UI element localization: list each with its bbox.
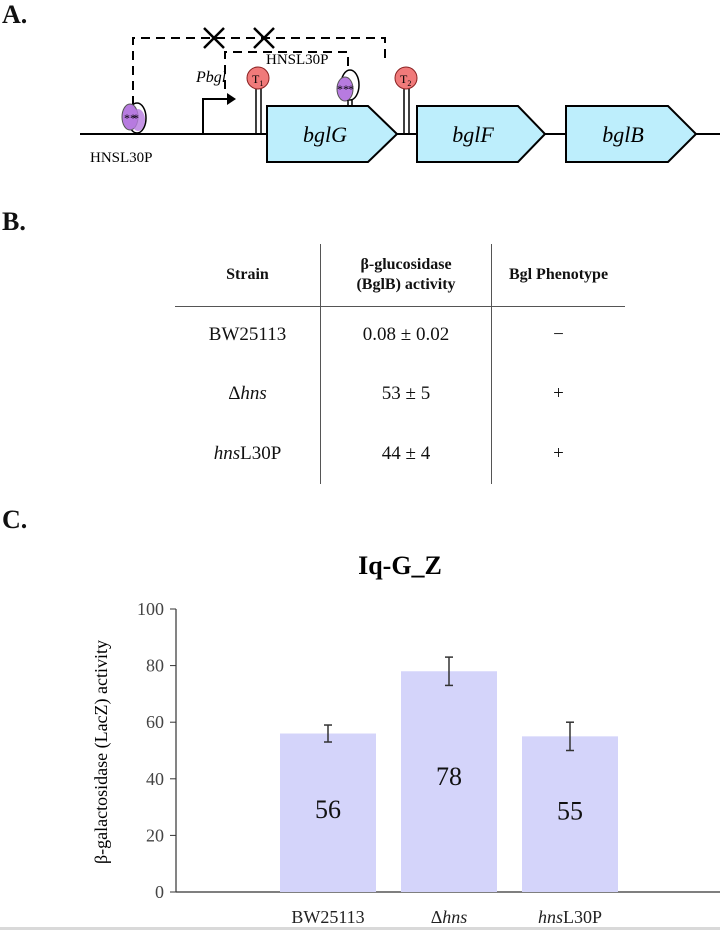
panel-c-label: C.	[2, 505, 28, 534]
repression-dashed-inner	[224, 51, 349, 89]
gene-bglb-arrow	[565, 105, 698, 163]
header-phenotype: Bgl Phenotype	[508, 266, 609, 283]
y-tick-label: 100	[137, 599, 164, 619]
y-tick-label: 60	[146, 712, 164, 732]
strain-italic: hns	[213, 443, 241, 464]
gene-bglb-label: bglB	[602, 122, 644, 147]
table-cell-phenotype: −	[553, 324, 564, 345]
terminator-t2-icon: T2	[394, 66, 418, 134]
gene-bglf-label: bglF	[452, 122, 494, 147]
category-label: BW25113	[291, 907, 364, 925]
strain-suffix: L30P	[240, 443, 282, 464]
block-x-icon	[203, 27, 225, 49]
hns-left-label: HNSL30P	[90, 150, 153, 166]
header-activity-line1: β-glucosidase	[360, 256, 452, 273]
category-label: Δhns	[431, 907, 468, 925]
table-divider	[491, 244, 492, 484]
svg-text:*: *	[133, 111, 139, 125]
strain-italic: hns	[240, 383, 267, 404]
svg-text:T1: T1	[252, 72, 263, 88]
hns-mid-label: HNSL30P	[266, 52, 329, 68]
y-tick-label: 0	[155, 882, 164, 902]
data-label: 78	[436, 762, 462, 791]
table-cell-phenotype: +	[553, 443, 564, 464]
strain-text: Δ	[228, 383, 241, 404]
table-cell-strain: BW25113	[175, 324, 320, 346]
y-tick-label: 40	[146, 769, 164, 789]
table-cell-strain: Δhns	[175, 383, 320, 405]
header-strain: Strain	[226, 266, 269, 283]
table-header-rule	[175, 306, 625, 307]
table-divider	[320, 244, 321, 484]
table-cell-activity: 53 ± 5	[381, 383, 431, 404]
panel-b-label: B.	[2, 207, 26, 236]
header-activity-line2: (BglB) activity	[356, 276, 456, 293]
bgl-operon-diagram: Pbgl ** * HNSL30P T1 ** * HNSL30P T2 bgl…	[80, 27, 720, 166]
lacz-activity-bar-chart: Iq-G_Z β-galactosidase (LacZ) activity 0…	[91, 551, 720, 925]
promoter-label: Pbgl	[195, 69, 227, 86]
svg-text:**: **	[337, 82, 349, 96]
y-tick-label: 80	[146, 656, 164, 676]
bgl-activity-table: Strain β-glucosidase (BglB) activity Bgl…	[175, 244, 625, 484]
svg-text:T2: T2	[400, 72, 411, 88]
bar	[401, 671, 497, 892]
block-x-icon	[253, 27, 275, 49]
category-label: hnsL30P	[538, 907, 602, 925]
terminator-t1-icon: T1	[246, 66, 270, 134]
strain-text: BW25113	[208, 324, 287, 345]
data-label: 56	[315, 795, 341, 824]
gene-bglg-label: bglG	[303, 122, 347, 147]
table-cell-activity: 44 ± 4	[381, 443, 431, 464]
bar	[280, 733, 376, 892]
gene-bglg-arrow	[266, 105, 399, 163]
y-axis-label: β-galactosidase (LacZ) activity	[91, 640, 112, 864]
svg-text:*: *	[348, 82, 354, 96]
data-label: 55	[557, 797, 583, 826]
table-cell-activity: 0.08 ± 0.02	[362, 324, 450, 345]
promoter-arrowhead-icon	[227, 93, 236, 105]
svg-text:**: **	[124, 111, 136, 125]
y-tick-label: 20	[146, 825, 164, 845]
page-bottom-rule	[0, 927, 720, 930]
bar	[522, 736, 618, 892]
gene-bglf-arrow	[416, 105, 547, 163]
promoter-arrow-icon	[202, 98, 227, 134]
table-cell-strain: hnsL30P	[175, 443, 320, 465]
chart-title: Iq-G_Z	[358, 551, 442, 580]
repression-dashed-outer	[132, 37, 386, 105]
hns-protein-left-icon: ** *	[121, 102, 147, 134]
table-cell-phenotype: +	[553, 383, 564, 404]
panel-a-label: A.	[2, 0, 28, 29]
header-activity: β-glucosidase (BglB) activity	[321, 255, 491, 295]
